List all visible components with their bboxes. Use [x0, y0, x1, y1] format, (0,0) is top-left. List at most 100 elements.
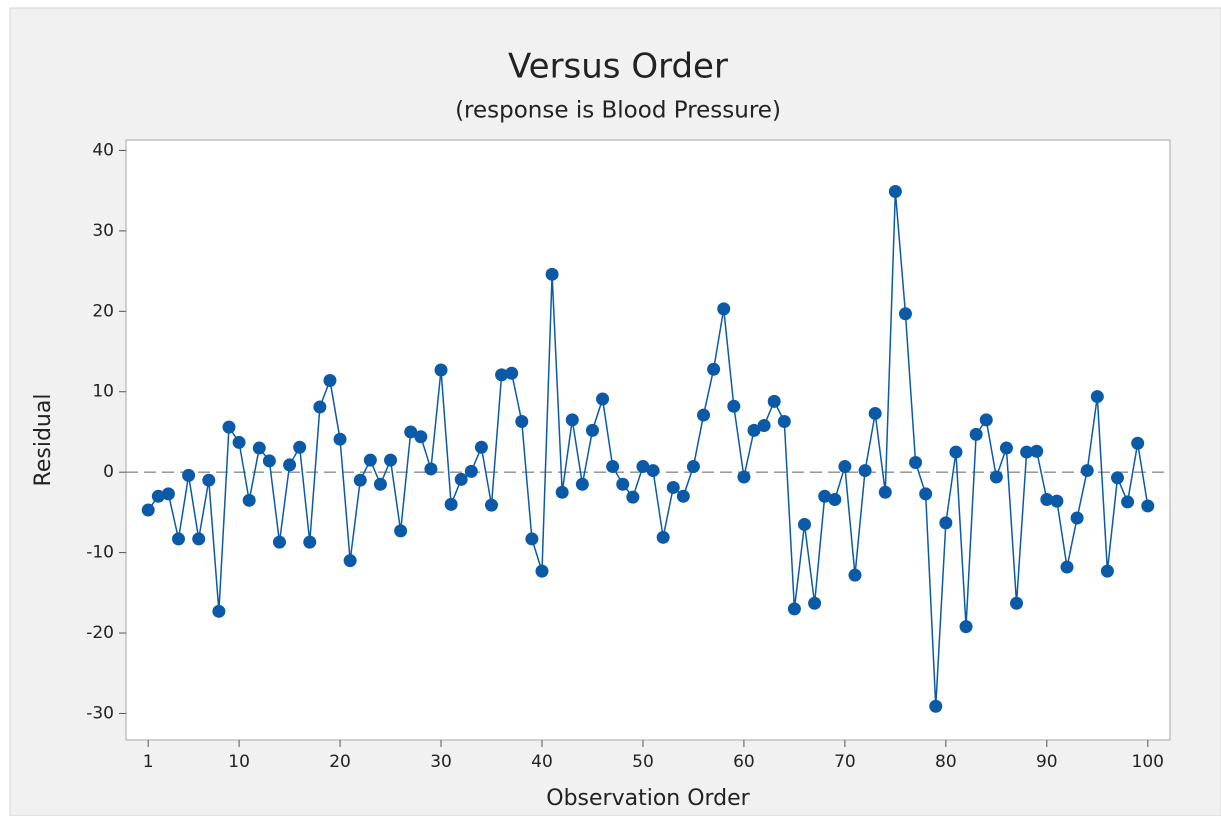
data-point: [505, 366, 519, 380]
data-point: [222, 420, 236, 434]
data-point: [565, 413, 579, 427]
data-point: [737, 470, 751, 484]
x-tick-label: 60: [733, 752, 755, 772]
data-point: [686, 460, 700, 474]
data-point: [151, 489, 165, 503]
data-point: [252, 441, 266, 455]
data-point: [777, 415, 791, 429]
x-tick-label: 40: [531, 752, 553, 772]
data-point: [363, 453, 377, 467]
data-point: [989, 470, 1003, 484]
data-point: [272, 535, 286, 549]
data-point: [1040, 493, 1054, 507]
x-tick-label: 70: [834, 752, 856, 772]
data-point: [949, 445, 963, 459]
data-point: [585, 423, 599, 437]
data-point: [909, 456, 923, 470]
data-point: [1090, 390, 1104, 404]
data-point: [262, 454, 276, 468]
y-tick-label: -20: [86, 623, 114, 643]
data-point: [939, 516, 953, 530]
data-point: [767, 394, 781, 408]
data-point: [878, 485, 892, 499]
data-point: [444, 497, 458, 511]
y-tick-label: 40: [92, 140, 114, 160]
data-point: [545, 267, 559, 281]
data-point: [414, 430, 428, 444]
data-point: [727, 399, 741, 413]
data-point: [1080, 464, 1094, 478]
chart-subtitle: (response is Blood Pressure): [455, 98, 781, 124]
data-point: [646, 464, 660, 478]
data-point: [656, 530, 670, 544]
data-point: [1121, 495, 1135, 509]
data-point: [212, 604, 226, 618]
data-point: [555, 485, 569, 499]
data-point: [313, 400, 327, 414]
data-point: [141, 503, 155, 517]
data-point: [828, 493, 842, 507]
data-point: [161, 487, 175, 501]
y-tick-label: 10: [92, 382, 114, 402]
data-point: [919, 487, 933, 501]
data-point: [666, 480, 680, 494]
data-point: [757, 419, 771, 433]
data-point: [1141, 499, 1155, 513]
y-tick-label: -10: [86, 543, 114, 563]
data-point: [495, 368, 509, 382]
data-point: [1070, 511, 1084, 525]
data-point: [898, 307, 912, 321]
x-tick-label: 30: [430, 752, 452, 772]
data-point: [787, 602, 801, 616]
data-point: [515, 415, 529, 429]
y-tick-label: 30: [92, 221, 114, 241]
data-point: [575, 477, 589, 491]
data-point: [232, 435, 246, 449]
data-point: [525, 532, 539, 546]
data-point: [1030, 444, 1044, 458]
data-point: [242, 493, 256, 507]
data-point: [818, 489, 832, 503]
data-point: [697, 408, 711, 422]
data-point: [838, 460, 852, 474]
data-point: [797, 517, 811, 531]
data-point: [172, 532, 186, 546]
data-point: [404, 425, 418, 439]
data-point: [1060, 560, 1074, 574]
data-point: [182, 468, 196, 482]
plot-area: [125, 139, 1171, 741]
data-point: [333, 432, 347, 446]
data-point: [747, 423, 761, 437]
data-point: [434, 363, 448, 377]
data-point: [848, 568, 862, 582]
data-point: [1020, 445, 1034, 459]
data-point: [192, 532, 206, 546]
data-point: [1010, 596, 1024, 610]
data-point: [293, 440, 307, 454]
data-point: [303, 535, 317, 549]
data-point: [717, 302, 731, 316]
x-tick-label: 100: [1132, 752, 1164, 772]
data-point: [676, 489, 690, 503]
data-point: [373, 477, 387, 491]
data-point: [858, 464, 872, 478]
x-tick-label: 50: [632, 752, 654, 772]
data-point: [959, 620, 973, 634]
x-tick-label: 80: [935, 752, 957, 772]
data-point: [323, 373, 337, 387]
data-point: [464, 464, 478, 478]
data-point: [424, 462, 438, 476]
data-point: [888, 184, 902, 198]
data-point: [606, 460, 620, 474]
x-axis-label: Observation Order: [546, 786, 750, 811]
data-point: [485, 498, 499, 512]
data-point: [1050, 494, 1064, 508]
data-point: [1100, 564, 1114, 578]
data-point: [283, 458, 297, 472]
data-point: [202, 473, 216, 487]
x-tick-label: 10: [228, 752, 250, 772]
x-tick-label: 20: [329, 752, 351, 772]
data-point: [868, 406, 882, 420]
y-axis-label: Residual: [31, 394, 56, 487]
